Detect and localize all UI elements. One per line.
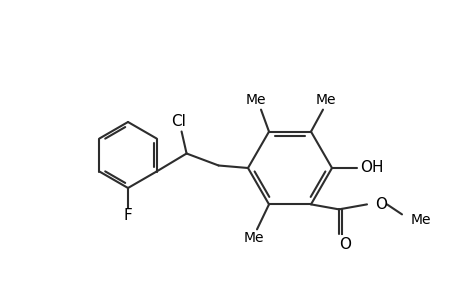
Text: O: O [374, 197, 386, 212]
Text: F: F [123, 208, 132, 224]
Text: Me: Me [315, 93, 336, 106]
Text: Me: Me [410, 213, 431, 227]
Text: Me: Me [243, 231, 263, 245]
Text: OH: OH [359, 160, 383, 175]
Text: Me: Me [245, 93, 266, 106]
Text: Cl: Cl [171, 114, 185, 129]
Text: O: O [338, 237, 350, 252]
